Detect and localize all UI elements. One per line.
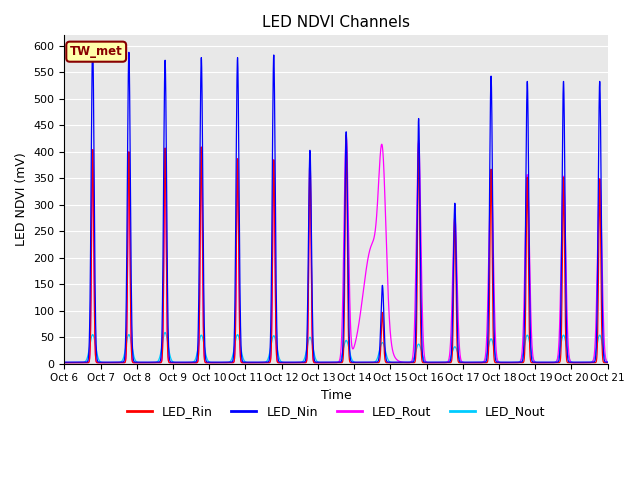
LED_Rin — [171, 360, 179, 366]
LED_Nout — [171, 360, 179, 365]
LED_Rout — [264, 360, 271, 366]
Text: TW_met: TW_met — [70, 45, 123, 58]
Title: LED NDVI Channels: LED NDVI Channels — [262, 15, 410, 30]
LED_Nin — [171, 359, 179, 365]
Line: LED_Rin: LED_Rin — [65, 135, 608, 363]
Y-axis label: LED NDVI (mV): LED NDVI (mV) — [15, 153, 28, 246]
LED_Nout — [177, 360, 184, 366]
LED_Nin — [602, 359, 610, 365]
LED_Nout — [61, 360, 68, 366]
LED_Nout — [411, 351, 419, 357]
LED_Rout — [488, 189, 496, 194]
LED_Nin — [411, 349, 419, 355]
LED_Nin — [264, 359, 271, 365]
LED_Rout — [602, 356, 610, 362]
LED_Nin — [61, 359, 68, 365]
LED_Nout — [264, 357, 271, 362]
LED_Nout — [604, 359, 612, 365]
LED_Rin — [602, 360, 610, 366]
LED_Rin — [342, 132, 350, 138]
Line: LED_Nin: LED_Nin — [65, 44, 608, 362]
LED_Rin — [604, 360, 612, 366]
LED_Rout — [177, 360, 184, 366]
Legend: LED_Rin, LED_Nin, LED_Rout, LED_Nout: LED_Rin, LED_Nin, LED_Rout, LED_Nout — [122, 400, 550, 423]
LED_Nin — [604, 359, 612, 365]
LED_Rout — [411, 305, 419, 311]
LED_Rin — [177, 360, 184, 366]
LED_Rin — [411, 359, 419, 365]
LED_Nout — [602, 357, 610, 362]
LED_Nout — [161, 330, 169, 336]
LED_Rin — [488, 241, 496, 247]
LED_Nin — [177, 359, 184, 365]
X-axis label: Time: Time — [321, 389, 351, 402]
LED_Rout — [61, 360, 68, 366]
LED_Rin — [264, 360, 271, 366]
LED_Rout — [342, 133, 350, 139]
LED_Nin — [89, 41, 97, 47]
Line: LED_Rout: LED_Rout — [65, 136, 608, 363]
LED_Rin — [61, 360, 68, 366]
LED_Nout — [488, 337, 496, 343]
Line: LED_Nout: LED_Nout — [65, 333, 608, 363]
LED_Rout — [604, 360, 612, 365]
LED_Rout — [171, 360, 179, 366]
LED_Nin — [488, 142, 496, 147]
